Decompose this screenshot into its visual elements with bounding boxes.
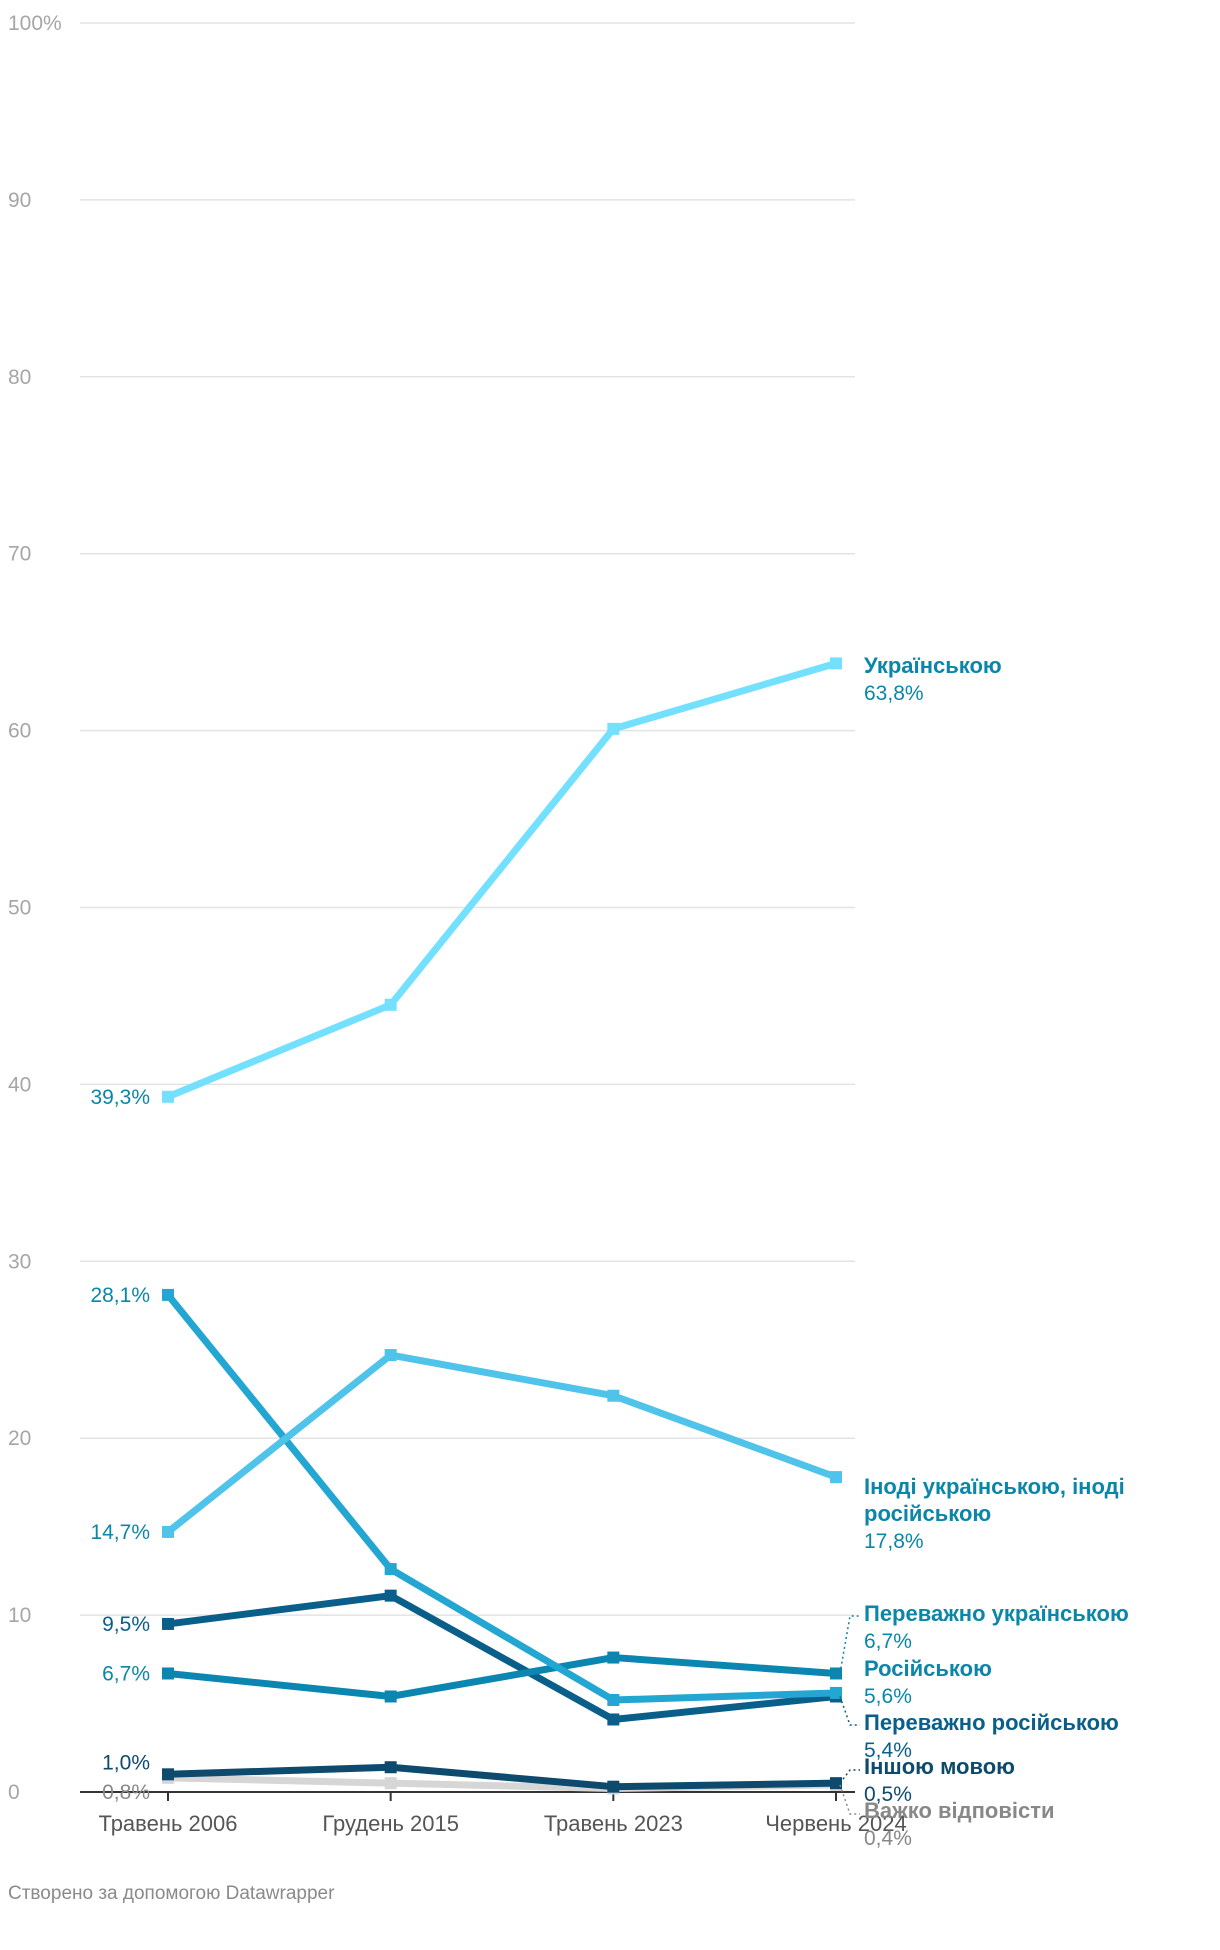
end-series-name: Важко відповісти <box>864 1798 1055 1823</box>
end-value-label: 6,7% <box>864 1630 912 1653</box>
end-series-name: російською <box>864 1501 991 1526</box>
series-line <box>167 1592 837 1723</box>
y-axis-ticks: 0 10 20 30 40 50 60 70 80 90 100% <box>8 12 62 1804</box>
data-point <box>384 1349 397 1362</box>
y-tick-label: 20 <box>8 1427 31 1450</box>
series-4 <box>162 1589 842 1726</box>
series-3 <box>162 1288 842 1707</box>
data-point <box>162 1288 174 1301</box>
data-point <box>607 1389 620 1402</box>
start-value-label: 9,5% <box>102 1613 150 1636</box>
end-value-label: 0,5% <box>864 1783 912 1806</box>
data-point <box>384 1589 397 1602</box>
x-tick-label: Червень 2024 <box>765 1811 906 1836</box>
series-0 <box>162 657 842 1103</box>
end-series-name: Російською <box>864 1656 992 1681</box>
data-point <box>384 1563 397 1576</box>
start-value-label: 14,7% <box>90 1521 150 1544</box>
data-point <box>830 1686 842 1699</box>
data-point <box>607 1713 620 1726</box>
y-tick-label: 80 <box>8 366 31 389</box>
x-tick-label: Травень 2006 <box>98 1811 237 1836</box>
y-tick-label: 90 <box>8 189 31 212</box>
x-tick-label: Травень 2023 <box>544 1811 683 1836</box>
data-point <box>162 1525 174 1538</box>
series-lines <box>162 657 842 1795</box>
x-axis: Травень 2006 Грудень 2015 Травень 2023 Черв… <box>80 1791 907 1836</box>
y-tick-label: 100% <box>8 12 62 35</box>
end-value-label: 17,8% <box>864 1530 924 1553</box>
y-tick-label: 0 <box>8 1781 20 1804</box>
label-connector <box>839 1615 860 1674</box>
y-tick-label: 50 <box>8 897 31 920</box>
end-value-label: 63,8% <box>864 682 924 705</box>
start-value-label: 39,3% <box>90 1086 150 1109</box>
start-value-label: 1,0% <box>102 1751 150 1774</box>
data-point <box>607 1780 620 1793</box>
data-point <box>830 1777 842 1790</box>
data-point <box>384 998 397 1011</box>
end-series-name: Переважно українською <box>864 1601 1129 1626</box>
series-line <box>167 1763 837 1791</box>
data-point <box>162 1090 174 1103</box>
y-tick-label: 40 <box>8 1073 31 1096</box>
x-tick-label: Грудень 2015 <box>322 1811 459 1836</box>
data-point <box>162 1617 174 1630</box>
start-value-label: 28,1% <box>90 1284 150 1307</box>
label-connector <box>839 1769 860 1784</box>
series-line <box>167 1654 837 1700</box>
start-value-label: 6,7% <box>102 1662 150 1685</box>
label-connector <box>839 1784 860 1815</box>
end-series-name: Українською <box>864 653 1002 678</box>
end-value-label: 5,4% <box>864 1739 912 1762</box>
label-connectors <box>839 1615 860 1815</box>
end-series-name: Іншою мовою <box>864 1754 1015 1779</box>
data-point <box>162 1667 174 1680</box>
series-1 <box>162 1349 842 1538</box>
start-value-label: 0,8% <box>102 1781 150 1804</box>
data-point <box>384 1761 397 1774</box>
gridlines <box>80 22 855 1616</box>
series-labels: 39,3% 14,7% 6,7% 28,1% 9,5% 1,0% 0,8% Українськ… <box>90 653 1128 1850</box>
series-line <box>166 660 837 1101</box>
data-point <box>830 657 842 670</box>
data-point <box>384 1690 397 1703</box>
series-line <box>165 1351 838 1535</box>
label-connector <box>839 1696 860 1726</box>
data-point <box>607 1694 620 1707</box>
series-2 <box>162 1651 842 1703</box>
y-tick-label: 60 <box>8 720 31 743</box>
end-value-label: 0,4% <box>864 1827 912 1850</box>
data-point <box>607 722 620 735</box>
y-tick-label: 10 <box>8 1604 31 1627</box>
data-point <box>830 1667 842 1680</box>
end-series-name: Іноді українською, іноді <box>864 1474 1125 1499</box>
credit-text: Створено за допомогою Datawrapper <box>8 1883 335 1904</box>
y-tick-label: 70 <box>8 543 31 566</box>
data-point <box>162 1768 174 1781</box>
end-series-name: Переважно російською <box>864 1710 1119 1735</box>
data-point <box>607 1651 620 1664</box>
data-point <box>830 1471 842 1484</box>
y-tick-label: 30 <box>8 1250 31 1273</box>
end-value-label: 5,6% <box>864 1685 912 1708</box>
series-line <box>165 1292 837 1704</box>
series-5 <box>162 1761 842 1793</box>
data-point <box>384 1777 397 1790</box>
